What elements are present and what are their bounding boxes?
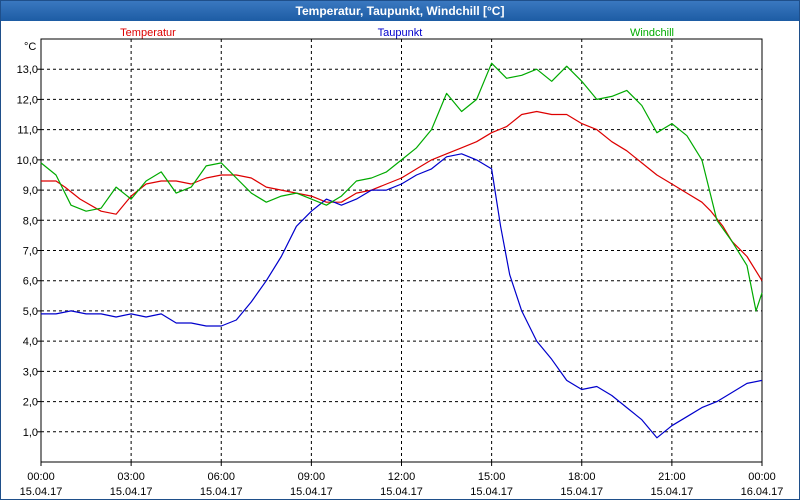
y-tick-label: 1,0 (23, 427, 38, 439)
y-tick-label: 5,0 (23, 306, 38, 318)
x-tick-label-time: 06:00 (207, 471, 235, 483)
x-tick-label-date: 15.04.17 (110, 486, 153, 498)
x-tick-label-time: 21:00 (658, 471, 686, 483)
x-tick-label-date: 16.04.17 (741, 486, 784, 498)
x-tick-label-time: 09:00 (298, 471, 326, 483)
y-tick-label: 2,0 (23, 397, 38, 409)
x-tick-label-time: 00:00 (748, 471, 776, 483)
y-tick-label: 13,0 (17, 64, 38, 76)
series-line-taupunkt (41, 153, 763, 439)
x-tick-label-time: 03:00 (117, 471, 145, 483)
y-tick-label: 9,0 (23, 185, 38, 197)
window-title: Temperatur, Taupunkt, Windchill [°C] (1, 1, 799, 21)
y-tick-label: 8,0 (23, 215, 38, 227)
series-line-windchill (40, 62, 763, 312)
x-tick-label-time: 18:00 (568, 471, 596, 483)
x-tick-label-date: 15.04.17 (560, 486, 603, 498)
legend-entry-temperatur: Temperatur (120, 27, 176, 39)
x-tick-label-date: 15.04.17 (380, 486, 423, 498)
legend-entry-taupunkt: Taupunkt (378, 27, 423, 39)
x-tick-label-date: 15.04.17 (470, 486, 513, 498)
y-axis-label: °C (24, 41, 36, 53)
y-tick-label: 11,0 (17, 125, 38, 137)
y-tick-label: 4,0 (23, 336, 38, 348)
x-tick-label-time: 12:00 (388, 471, 416, 483)
x-tick-label-date: 15.04.17 (20, 486, 63, 498)
y-tick-label: 6,0 (23, 276, 38, 288)
x-tick-label-time: 00:00 (27, 471, 55, 483)
y-tick-label: 7,0 (23, 246, 38, 258)
x-tick-label-date: 15.04.17 (650, 486, 693, 498)
y-tick-label: 12,0 (17, 94, 38, 106)
series-line-temperatur (41, 110, 763, 282)
x-tick-label-time: 15:00 (478, 471, 506, 483)
x-tick-label-date: 15.04.17 (290, 486, 333, 498)
legend-entry-windchill: Windchill (630, 27, 674, 39)
y-tick-label: 10,0 (17, 155, 38, 167)
y-tick-label: 3,0 (23, 366, 38, 378)
x-tick-label-date: 15.04.17 (200, 486, 243, 498)
